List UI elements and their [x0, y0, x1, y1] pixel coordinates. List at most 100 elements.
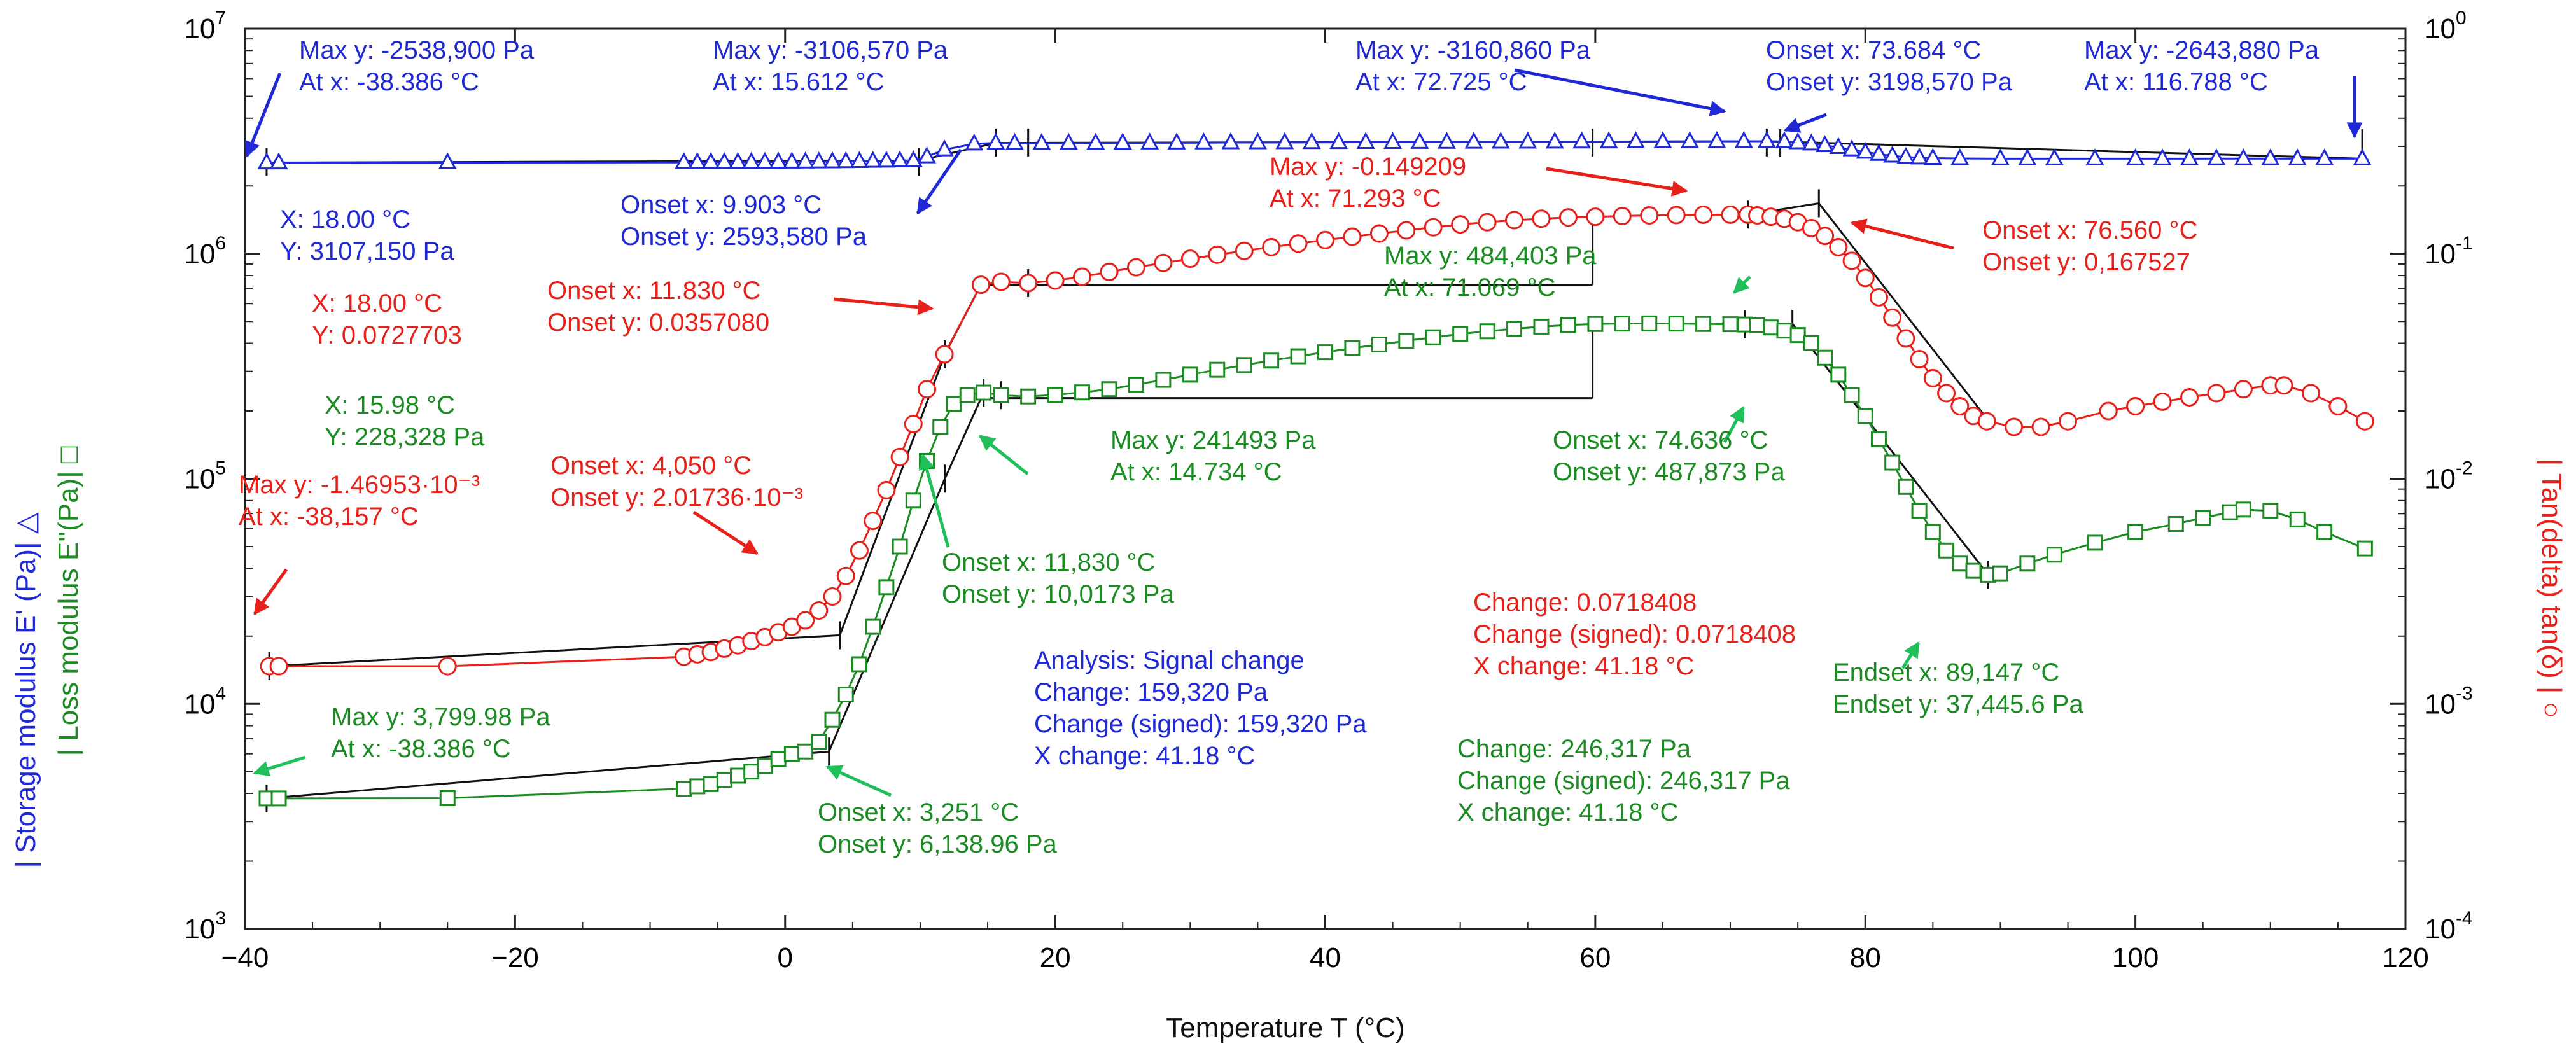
series-point [1924, 524, 1941, 540]
annotation-a24: Onset x: 3,251 °C Onset y: 6,138.96 Pa [818, 798, 1058, 858]
series-point [701, 151, 720, 169]
series-point [2153, 148, 2172, 165]
y-right-tick-label: 10-4 [2425, 908, 2473, 945]
series-point [1923, 148, 1942, 165]
series-point [1235, 241, 1254, 260]
annotation-a22: Max y: 3,799.98 Pa At x: -38.386 °C [331, 703, 550, 763]
series-point [2301, 384, 2320, 403]
series-point [769, 151, 788, 169]
series-point [1884, 454, 1901, 471]
annotation-line: Max y: -1.46953·10⁻³ [239, 471, 480, 499]
series-point [1479, 323, 1495, 340]
series-point [2031, 417, 2050, 436]
series-point [836, 151, 855, 169]
annotation-a19: Analysis: Signal change Change: 159,320 P… [1034, 646, 1367, 770]
annotation-line: X: 15.98 °C [325, 391, 455, 419]
series-point [1101, 381, 1117, 398]
series-point [755, 151, 774, 169]
series-point [1263, 352, 1280, 369]
annotation-line: Onset x: 74.636 °C [1553, 426, 1768, 454]
series-point [811, 734, 827, 750]
series-point [1923, 368, 1942, 387]
series-point [1883, 308, 1902, 327]
series-point [257, 152, 276, 170]
annotation-line: At x: -38.386 °C [299, 68, 479, 96]
series-point [1208, 245, 1227, 264]
series-point [1020, 388, 1037, 405]
annotation-line: Analysis: Signal change [1034, 646, 1305, 674]
annotation-arrow [825, 765, 892, 797]
series-point [796, 611, 815, 630]
x-tick-label: 80 [1850, 942, 1881, 973]
x-tick-label: 40 [1310, 942, 1341, 973]
annotation-line: Max y: 3,799.98 Pa [331, 703, 550, 731]
series-layer [257, 130, 2374, 807]
series-point [2180, 388, 2199, 407]
series-point [269, 152, 288, 170]
series-point [715, 151, 734, 169]
series-point [1209, 361, 1226, 378]
annotation-arrow [979, 435, 1029, 475]
annotation-a12: Max y: 484,403 Pa At x: 71.069 °C [1384, 242, 1597, 302]
series-point [1194, 132, 1214, 150]
series-point [1410, 132, 1429, 149]
series-point [836, 566, 855, 585]
annotation-arrow [1723, 405, 1746, 443]
series-point [1653, 131, 1672, 148]
annotation-line: Change (signed): 159,320 Pa [1034, 710, 1367, 738]
annotation-line: X change: 41.18 °C [1473, 652, 1694, 680]
series-point [971, 275, 990, 295]
annotation-line: At x: 15.612 °C [713, 68, 884, 96]
y-left-tick-label: 105 [184, 458, 226, 495]
series-point [2234, 380, 2253, 399]
series-point [2087, 534, 2103, 551]
series-point [1757, 130, 1776, 148]
y-left-tick-label: 104 [184, 683, 226, 720]
annotation-a5: Max y: -2643,880 Pa At x: 116.788 °C [2084, 36, 2320, 96]
series-point [1290, 348, 1306, 365]
series-point [1317, 344, 1333, 361]
series-point [1047, 387, 1063, 403]
annotation-a10: X: 18.00 °C Y: 0.0727703 [312, 289, 462, 349]
annotation-a14: Onset x: 4,050 °C Onset y: 2.01736·10⁻³ [550, 452, 803, 512]
annotation-a8: Max y: -0.149209 At x: 71.293 °C [1270, 153, 1466, 213]
series-point [2207, 384, 2226, 403]
series-point [2005, 417, 2024, 436]
y-right-tick-label: 10-1 [2425, 233, 2473, 270]
series-point [2222, 504, 2238, 520]
series-point [1491, 131, 1510, 149]
annotation-arrows [244, 68, 2363, 797]
series-point [1221, 132, 1240, 150]
annotation-line: At x: -38.386 °C [331, 735, 511, 763]
series-point [2355, 412, 2374, 431]
series-point [1614, 316, 1630, 332]
series-point [1032, 133, 1051, 150]
series-point [986, 132, 1005, 150]
series-point [1100, 262, 1119, 281]
series-point [1383, 132, 1403, 149]
series-point [877, 150, 896, 168]
annotation-line: Y: 3107,150 Pa [280, 237, 454, 265]
annotation-arrow [253, 568, 288, 616]
series-point [783, 746, 800, 762]
annotation-line: Onset y: 2.01736·10⁻³ [550, 484, 803, 512]
series-point [935, 139, 954, 157]
series-point [2127, 524, 2144, 540]
series-0 [257, 130, 2372, 170]
series-point [2261, 148, 2280, 165]
x-axis-label: Temperature T (°C) [1166, 1012, 1404, 1043]
annotation-line: Onset y: 0.0357080 [547, 309, 769, 337]
tan-decline-line [1818, 202, 1988, 419]
annotation-arrow [1850, 218, 1954, 250]
annotation-a13: X: 15.98 °C Y: 228,328 Pa [325, 391, 485, 451]
series-point [2328, 397, 2348, 416]
series-point [1816, 227, 1835, 246]
series-point [1560, 317, 1576, 333]
series-point [2289, 511, 2306, 527]
annotation-line: At x: 116.788 °C [2084, 68, 2268, 96]
annotation-line: At x: 72.725 °C [1355, 68, 1527, 96]
series-point [716, 772, 732, 788]
annotation-line: Y: 0.0727703 [312, 321, 462, 349]
series-point [438, 152, 457, 170]
annotation-a6: X: 18.00 °C Y: 3107,150 Pa [280, 206, 454, 265]
